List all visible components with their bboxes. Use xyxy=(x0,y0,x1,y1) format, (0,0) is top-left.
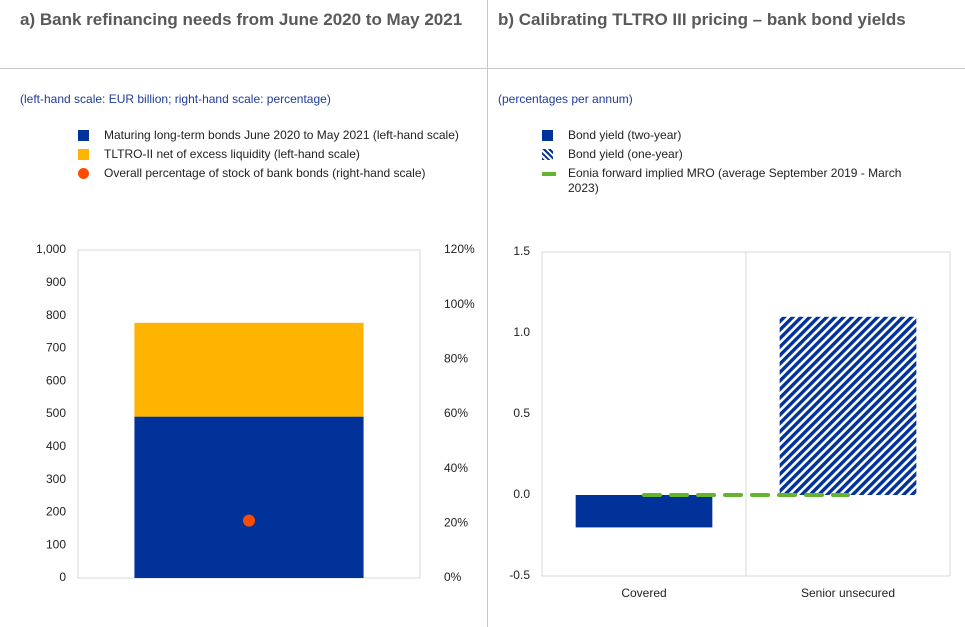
y-tick-label: 1.0 xyxy=(513,325,530,339)
y-tick-label: 1,000 xyxy=(36,242,66,256)
y2-tick-label: 0% xyxy=(444,570,462,584)
legend-label: Overall percentage of stock of bank bond… xyxy=(104,166,426,180)
y-tick-label: 500 xyxy=(46,406,66,420)
y-tick-label: -0.5 xyxy=(509,568,530,582)
point xyxy=(243,514,255,527)
legend: Maturing long-term bonds June 2020 to Ma… xyxy=(78,128,468,185)
header-rule xyxy=(0,68,965,69)
chart-subtitle: (left-hand scale: EUR billion; right-han… xyxy=(20,92,331,106)
legend-item: Maturing long-term bonds June 2020 to Ma… xyxy=(78,128,468,143)
y2-tick-label: 120% xyxy=(444,242,475,256)
legend-swatch xyxy=(78,149,89,160)
legend-swatch xyxy=(542,149,553,160)
bar xyxy=(779,316,917,495)
y2-tick-label: 60% xyxy=(444,406,468,420)
legend: Bond yield (two-year) Bond yield (one-yea… xyxy=(542,128,932,200)
y-tick-label: 0 xyxy=(59,570,66,584)
legend-item: TLTRO-II net of excess liquidity (left-h… xyxy=(78,147,468,162)
legend-label: Eonia forward implied MRO (average Septe… xyxy=(568,166,902,195)
x-tick-label: Covered xyxy=(621,586,666,600)
y-tick-label: 600 xyxy=(46,373,66,387)
legend-label: Bond yield (two-year) xyxy=(568,128,682,142)
plot: 0 100 200 300 400 500 600 700 800 900 1,000 0% 20% 40… xyxy=(36,242,475,584)
legend-swatch xyxy=(78,130,89,141)
chart-title: b) Calibrating TLTRO III pricing – bank … xyxy=(498,10,906,29)
y-tick-label: 300 xyxy=(46,472,66,486)
bar xyxy=(134,416,364,578)
y2-tick-label: 20% xyxy=(444,516,468,530)
legend-swatch xyxy=(78,168,89,179)
y-tick-label: 400 xyxy=(46,439,66,453)
y-tick-label: 800 xyxy=(46,308,66,322)
y-tick-label: 0.5 xyxy=(513,406,530,420)
legend-label: Bond yield (one-year) xyxy=(568,147,683,161)
y-tick-label: 700 xyxy=(46,341,66,355)
legend-label: TLTRO-II net of excess liquidity (left-h… xyxy=(104,147,360,161)
y-tick-label: 100 xyxy=(46,537,66,551)
y2-tick-label: 80% xyxy=(444,352,468,366)
panel-divider xyxy=(487,0,488,627)
legend-item: Bond yield (one-year) xyxy=(542,147,932,162)
legend-swatch xyxy=(542,172,556,176)
y-tick-label: 200 xyxy=(46,505,66,519)
chart-subtitle: (percentages per annum) xyxy=(498,92,633,106)
legend-label: Maturing long-term bonds June 2020 to Ma… xyxy=(104,128,459,142)
legend-item: Overall percentage of stock of bank bond… xyxy=(78,166,468,181)
y-tick-label: 1.5 xyxy=(513,244,530,258)
y-tick-label: 900 xyxy=(46,275,66,289)
plot: -0.5 0.0 0.5 1.0 1.5 Covered Senior unsecured xyxy=(509,244,951,600)
y2-tick-label: 40% xyxy=(444,461,468,475)
bar xyxy=(575,495,713,528)
x-tick-label: Senior unsecured xyxy=(801,586,895,600)
y2-tick-label: 100% xyxy=(444,297,475,311)
legend-item: Bond yield (two-year) xyxy=(542,128,932,143)
bar xyxy=(134,322,364,417)
legend-swatch xyxy=(542,130,553,141)
chart-title: a) Bank refinancing needs from June 2020… xyxy=(20,10,463,29)
legend-item: Eonia forward implied MRO (average Septe… xyxy=(542,166,932,196)
y-tick-label: 0.0 xyxy=(513,487,530,501)
